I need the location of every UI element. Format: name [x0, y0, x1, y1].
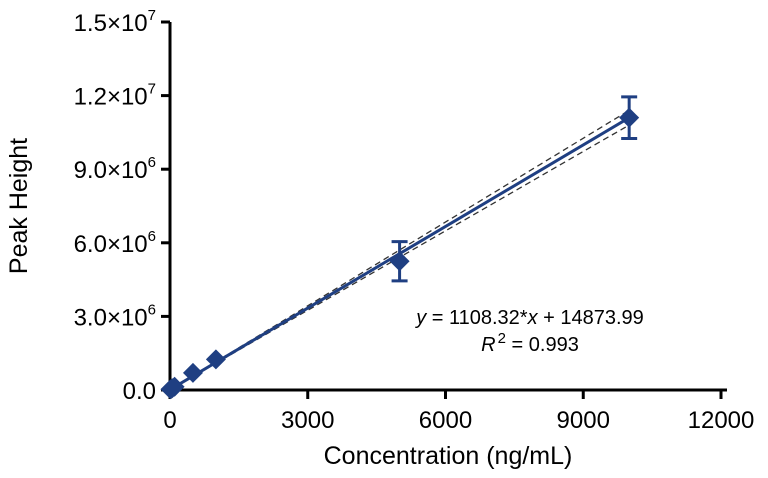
- data-points: [160, 107, 640, 400]
- equation-intercept: + 14873.99: [538, 307, 644, 329]
- data-point-diamond: [164, 376, 185, 397]
- y-tick-label: 3.0×106: [74, 301, 156, 331]
- y-tick-label: 0.0: [123, 378, 156, 405]
- y-tick-label: 9.0×106: [74, 154, 156, 184]
- y-tick-label-exponent: 6: [148, 154, 156, 171]
- regression-equation: y = 1108.32*x + 14873.99: [414, 307, 644, 329]
- y-tick-label: 6.0×106: [74, 228, 156, 258]
- r-squared-value: = 0.993: [506, 334, 579, 356]
- y-tick-label-exponent: 7: [148, 7, 156, 24]
- y-tick-label-base: 3.0×10: [74, 304, 148, 331]
- y-tick-label-base: 1.2×10: [74, 84, 148, 111]
- data-point-diamond: [205, 349, 226, 370]
- y-tick-label-base: 0.0: [123, 378, 156, 405]
- x-axis-title: Concentration (ng/mL): [324, 442, 573, 470]
- r-squared-exponent: 2: [498, 330, 506, 347]
- x-tick-label: 3000: [281, 407, 334, 434]
- equation-coefficients: = 1108.32*: [426, 307, 528, 329]
- axes: [168, 22, 727, 392]
- y-tick-label-exponent: 7: [148, 81, 156, 98]
- y-tick-label: 1.5×107: [74, 7, 156, 37]
- equation-x-var: x: [527, 307, 539, 329]
- data-point-diamond: [182, 362, 203, 383]
- x-tick-label: 9000: [557, 407, 610, 434]
- data-point-diamond: [389, 251, 410, 272]
- x-tick-label: 12000: [688, 407, 755, 434]
- y-tick-label-exponent: 6: [148, 301, 156, 318]
- y-axis-title: Peak Height: [5, 138, 33, 274]
- x-ticks: 0 3000 6000 9000 12000: [163, 390, 754, 434]
- x-tick-label: 6000: [419, 407, 472, 434]
- y-tick-label-base: 6.0×10: [74, 231, 148, 258]
- y-tick-label-exponent: 6: [148, 228, 156, 245]
- y-tick-label: 1.2×107: [74, 81, 156, 111]
- r-squared-symbol: R: [481, 334, 495, 356]
- data-point-diamond: [619, 107, 640, 128]
- y-tick-label-base: 1.5×10: [74, 10, 148, 37]
- x-tick-label: 0: [163, 407, 176, 434]
- y-tick-label-base: 9.0×10: [74, 157, 148, 184]
- equation-y-var: y: [414, 307, 427, 329]
- error-bars: [391, 95, 638, 283]
